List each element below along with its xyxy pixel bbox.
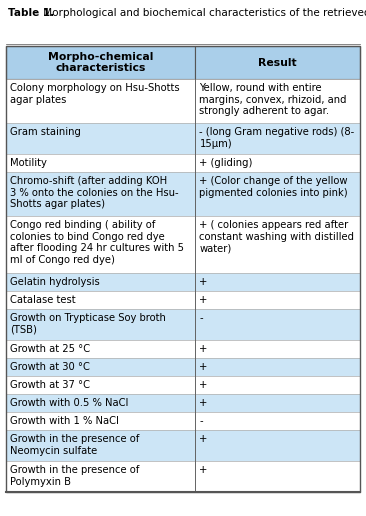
Text: + (Color change of the yellow
pigmented colonies into pink): + (Color change of the yellow pigmented … [199,176,348,198]
Text: +: + [199,398,208,408]
Text: Colony morphology on Hsu-Shotts
agar plates: Colony morphology on Hsu-Shotts agar pla… [10,83,180,105]
Text: Growth at 30 °C: Growth at 30 °C [10,362,90,372]
Bar [195,154,360,172]
Text: Growth with 1 % NaCl: Growth with 1 % NaCl [10,416,119,426]
Text: Growth on Trypticase Soy broth
(TSB): Growth on Trypticase Soy broth (TSB) [10,313,166,334]
Bar [195,430,360,461]
Text: Congo red binding ( ability of
colonies to bind Congo red dye
after flooding 24 : Congo red binding ( ability of colonies … [10,220,184,265]
Bar [195,358,360,376]
Text: +: + [199,362,208,372]
Bar [6,123,195,154]
Bar [6,172,195,216]
Text: Morphological and biochemical characteristics of the retrieved isolates.: Morphological and biochemical characteri… [40,8,366,18]
Bar [195,291,360,309]
Text: Growth in the presence of
Neomycin sulfate: Growth in the presence of Neomycin sulfa… [10,434,139,456]
Text: Yellow, round with entire
margins, convex, rhizoid, and
strongly adherent to aga: Yellow, round with entire margins, conve… [199,83,347,116]
Bar [6,291,195,309]
Bar [6,273,195,291]
Text: Growth at 37 °C: Growth at 37 °C [10,380,90,390]
Bar [195,46,360,79]
Bar [6,412,195,430]
Text: -: - [199,313,203,323]
Bar [195,376,360,394]
Bar [195,79,360,123]
Text: + ( colonies appears red after
constant washing with distilled
water): + ( colonies appears red after constant … [199,220,354,253]
Bar [6,79,195,123]
Bar [195,412,360,430]
Text: +: + [199,465,208,475]
Bar [6,46,360,492]
Text: Growth at 25 °C: Growth at 25 °C [10,344,90,354]
Text: Morpho-chemical
characteristics: Morpho-chemical characteristics [48,52,153,73]
Text: +: + [199,344,208,354]
Bar [6,358,195,376]
Bar [195,216,360,273]
Text: Catalase test: Catalase test [10,295,76,305]
Bar [6,46,195,79]
Bar [195,340,360,358]
Bar [6,394,195,412]
Bar [195,123,360,154]
Text: -: - [199,416,203,426]
Bar [195,394,360,412]
Text: Gram staining: Gram staining [10,127,81,137]
Bar [195,309,360,340]
Bar [6,430,195,461]
Bar [6,216,195,273]
Text: + (gliding): + (gliding) [199,158,253,168]
Text: Result: Result [258,57,297,68]
Text: Growth in the presence of
Polymyxin B: Growth in the presence of Polymyxin B [10,465,139,487]
Text: +: + [199,380,208,390]
Text: Gelatin hydrolysis: Gelatin hydrolysis [10,277,100,287]
Text: +: + [199,277,208,287]
Text: Table 1.: Table 1. [8,8,54,18]
Bar [6,154,195,172]
Bar [195,461,360,492]
Text: Chromo-shift (after adding KOH
3 % onto the colonies on the Hsu-
Shotts agar pla: Chromo-shift (after adding KOH 3 % onto … [10,176,179,209]
Bar [6,461,195,492]
Bar [195,273,360,291]
Bar [6,376,195,394]
Text: Growth with 0.5 % NaCl: Growth with 0.5 % NaCl [10,398,128,408]
Bar [6,340,195,358]
Text: Motility: Motility [10,158,47,168]
Bar [6,309,195,340]
Text: +: + [199,434,208,444]
Bar [195,172,360,216]
Text: +: + [199,295,208,305]
Text: - (long Gram negative rods) (8-
15μm): - (long Gram negative rods) (8- 15μm) [199,127,355,149]
